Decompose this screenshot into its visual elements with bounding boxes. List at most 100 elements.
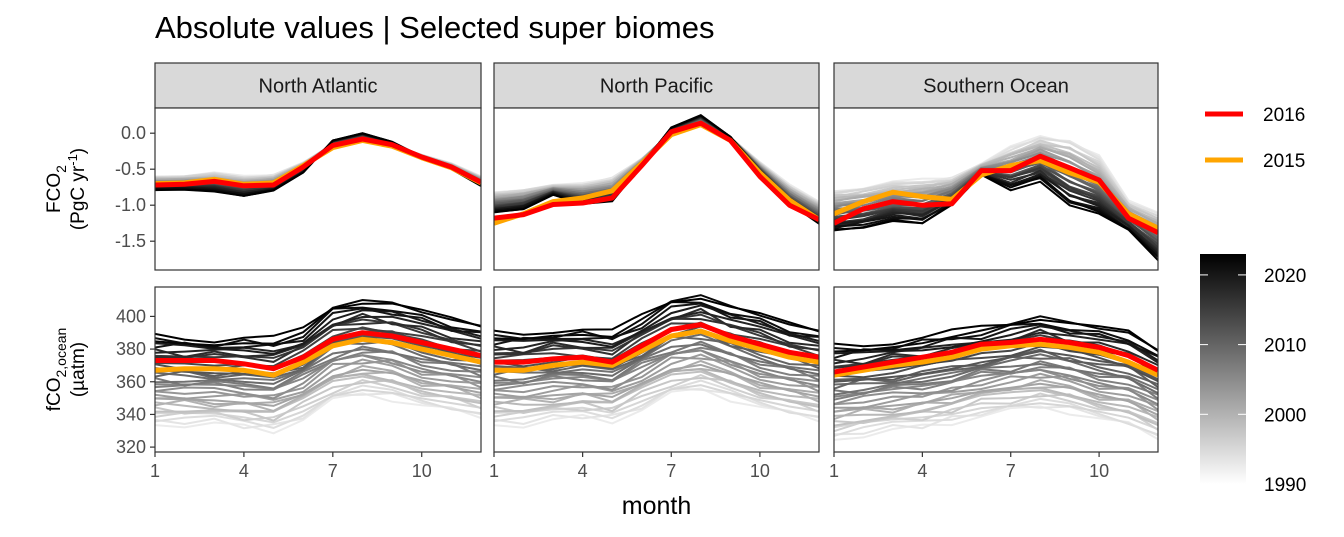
year-line-2005 — [494, 346, 819, 387]
y-tick-label: 320 — [116, 437, 146, 457]
year-line-2007 — [494, 343, 819, 382]
year-line-2018 — [155, 315, 481, 354]
y-axis-title-line2: (µatm) — [68, 342, 89, 397]
year-line-2001 — [494, 353, 819, 399]
year-line-2023 — [155, 302, 481, 344]
year-line-1990 — [494, 387, 819, 429]
year-line-1999 — [155, 364, 481, 406]
panel-border — [493, 107, 820, 271]
year-line-2002 — [834, 374, 1158, 411]
series-line-2016 — [155, 136, 481, 189]
year-line-1999 — [834, 378, 1158, 413]
year-line-2003 — [155, 354, 481, 400]
year-line-1993 — [494, 384, 819, 414]
year-line-2018 — [494, 311, 819, 351]
year-line-1990 — [834, 405, 1158, 441]
year-line-2004 — [834, 368, 1158, 406]
year-line-2005 — [834, 366, 1158, 401]
year-line-2021 — [155, 306, 481, 348]
y-tick-label: 360 — [116, 372, 146, 392]
year-line-2000 — [834, 382, 1158, 416]
y-tick-label: 400 — [116, 306, 146, 326]
series-line-2016 — [834, 153, 1158, 235]
year-line-2022 — [494, 294, 819, 341]
y-axis-title-0: FCO2 (PgC yr-1) — [44, 148, 89, 230]
year-line-1993 — [155, 388, 481, 424]
series-line-2015 — [494, 328, 819, 373]
year-line-2014 — [494, 322, 819, 360]
colorbar-label: 2020 — [1264, 266, 1306, 287]
year-line-2021 — [834, 322, 1158, 357]
y-tick-label: 380 — [116, 339, 146, 359]
panel-0-1 — [494, 108, 819, 270]
year-line-2006 — [834, 360, 1158, 400]
x-tick-label: 4 — [578, 461, 588, 481]
facet-strip — [493, 62, 820, 109]
year-line-2001 — [155, 358, 481, 401]
year-line-2021 — [494, 300, 819, 341]
year-line-1992 — [834, 397, 1158, 437]
year-line-1995 — [834, 393, 1158, 425]
year-line-2023 — [834, 318, 1158, 352]
x-tick-label: 1 — [829, 461, 839, 481]
panel-1-1 — [494, 287, 819, 452]
facet-strip — [154, 62, 482, 109]
year-line-2008 — [834, 353, 1158, 394]
facet-strip — [833, 62, 1159, 109]
y-axis-title-line2: (PgC yr-1) — [65, 148, 89, 230]
year-line-2019 — [494, 304, 819, 348]
year-line-2016 — [834, 171, 1158, 251]
year-line-2004 — [494, 349, 819, 387]
year-line-1992 — [494, 379, 819, 423]
year-line-1996 — [834, 389, 1158, 427]
x-tick-label: 10 — [750, 461, 770, 481]
year-line-2023 — [834, 173, 1158, 261]
year-line-1996 — [155, 375, 481, 413]
x-tick-label: 10 — [1089, 461, 1109, 481]
year-line-2001 — [834, 372, 1158, 409]
x-tick-label: 4 — [239, 461, 249, 481]
year-line-2002 — [494, 356, 819, 394]
year-line-2022 — [155, 298, 481, 347]
colorbar-label: 1990 — [1264, 475, 1306, 496]
y-tick-label: -0.5 — [115, 159, 146, 179]
panel-1-2 — [834, 287, 1158, 452]
year-line-2019 — [834, 325, 1158, 362]
x-tick-label: 4 — [917, 461, 927, 481]
year-line-2006 — [494, 340, 819, 385]
year-line-2011 — [834, 350, 1158, 383]
x-tick-label: 1 — [489, 461, 499, 481]
year-line-2019 — [155, 309, 481, 355]
x-tick-label: 10 — [412, 461, 432, 481]
year-line-2005 — [155, 350, 481, 391]
year-line-2021 — [834, 173, 1158, 258]
year-line-1996 — [494, 370, 819, 413]
x-axis-title: month — [622, 492, 691, 520]
panel-border — [833, 107, 1159, 271]
facet-label-0: North Atlantic — [259, 76, 378, 98]
year-line-2023 — [494, 297, 819, 336]
year-line-2008 — [155, 338, 481, 385]
panel-border — [833, 286, 1159, 453]
year-line-2007 — [155, 348, 481, 384]
colorbar — [1200, 254, 1246, 484]
facet-label-1: North Pacific — [600, 76, 713, 98]
year-line-2010 — [834, 348, 1158, 389]
year-line-2003 — [834, 368, 1158, 405]
x-tick-label: 7 — [328, 461, 338, 481]
year-line-1993 — [834, 402, 1158, 431]
series-line-2016 — [494, 120, 819, 222]
year-line-2015 — [494, 313, 819, 355]
panel-border — [154, 107, 482, 271]
y-axis-title-1: fCO2,ocean (µatm) — [44, 328, 89, 412]
year-line-2015 — [834, 166, 1158, 249]
x-tick-label: 7 — [666, 461, 676, 481]
year-line-2006 — [155, 345, 481, 390]
year-line-1991 — [494, 387, 819, 426]
y-tick-label: 340 — [116, 404, 146, 424]
year-line-1991 — [155, 392, 481, 430]
year-line-2012 — [834, 345, 1158, 383]
year-line-1999 — [494, 359, 819, 401]
year-line-1991 — [834, 404, 1158, 437]
